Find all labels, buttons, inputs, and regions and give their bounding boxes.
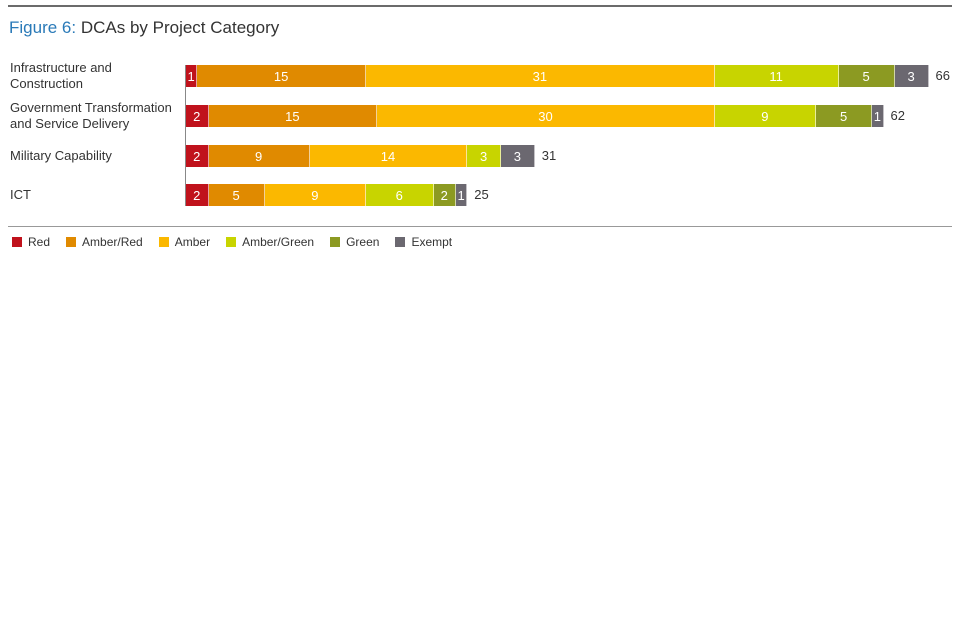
legend-label: Amber: [174, 235, 211, 249]
category-label: ICT: [10, 187, 185, 203]
legend-swatch: [330, 237, 341, 247]
figure-number: Figure 6:: [9, 18, 77, 37]
legend-label: Green: [346, 235, 380, 249]
legend-swatch: [12, 237, 22, 247]
category-label-line: Construction: [10, 76, 83, 91]
bar-segment-green: 2: [433, 184, 456, 206]
category-label-line: Military Capability: [10, 148, 112, 163]
legend-item: Amber/Green: [226, 235, 314, 249]
category-label-line: ICT: [10, 187, 31, 202]
legend-label: Amber/Green: [242, 235, 315, 249]
category-label: Military Capability: [10, 148, 185, 164]
bar-segment-exempt: 1: [456, 184, 468, 206]
bar-segment-amber: 14: [309, 145, 468, 167]
bar-segment-amber-green: 9: [714, 105, 816, 127]
legend: Red Amber/Red Amber Amber/Green Green Exempt: [12, 235, 452, 249]
top-rule: [8, 5, 952, 7]
legend-item: Green: [330, 235, 379, 249]
bar-segment-amber-red: 15: [197, 65, 366, 87]
bar-total-label: 66: [935, 68, 950, 83]
bar-segment-amber: 9: [264, 184, 366, 206]
legend-swatch: [66, 237, 77, 247]
bar-segment-amber: 31: [366, 65, 715, 87]
category-label-line: Infrastructure and: [10, 60, 112, 75]
bar-segment-green: 5: [816, 105, 873, 127]
bar-total-label: 25: [474, 187, 489, 202]
legend-item: Exempt: [395, 235, 452, 249]
y-axis-line: [185, 65, 186, 206]
bar-total-label: 62: [890, 108, 905, 123]
bar-segment-red: 2: [186, 145, 209, 167]
bar-segment-green: 5: [838, 65, 895, 87]
chart-title: Figure 6: DCAs by Project Category: [9, 18, 279, 38]
bar-segment-amber-red: 5: [208, 184, 265, 206]
bar-segment-amber-red: 15: [208, 105, 378, 127]
category-label-line: Government Transformation: [10, 100, 172, 115]
legend-label: Amber/Red: [82, 235, 143, 249]
legend-label: Red: [28, 235, 51, 249]
legend-item: Amber/Red: [66, 235, 143, 249]
bottom-rule: [8, 226, 952, 227]
bar-total-label: 31: [541, 148, 557, 163]
legend-item: Red: [12, 235, 50, 249]
bar-segment-amber-green: 11: [714, 65, 839, 87]
bar-segment-amber-green: 3: [467, 145, 501, 167]
bar-segment-red: 2: [186, 105, 209, 127]
bar-segment-exempt: 1: [872, 105, 884, 127]
category-label: Infrastructure and Construction: [10, 60, 185, 92]
bar-segment-amber: 30: [377, 105, 715, 127]
bar-segment-amber-green: 6: [366, 184, 434, 206]
category-label-line: and Service Delivery: [10, 116, 130, 131]
bar-segment-exempt: 3: [894, 65, 929, 87]
legend-item: Amber: [158, 235, 211, 249]
bar-segment-red: 2: [186, 184, 209, 206]
bar-segment-exempt: 3: [501, 145, 535, 167]
bar-segment-amber-red: 9: [208, 145, 310, 167]
bar-segment-red: 1: [186, 65, 198, 87]
legend-label: Exempt: [411, 235, 453, 249]
category-label: Government Transformation and Service Del…: [10, 100, 185, 132]
legend-swatch: [395, 237, 406, 247]
title-text: DCAs by Project Category: [80, 18, 280, 37]
legend-swatch: [226, 237, 237, 247]
legend-swatch: [158, 237, 169, 247]
